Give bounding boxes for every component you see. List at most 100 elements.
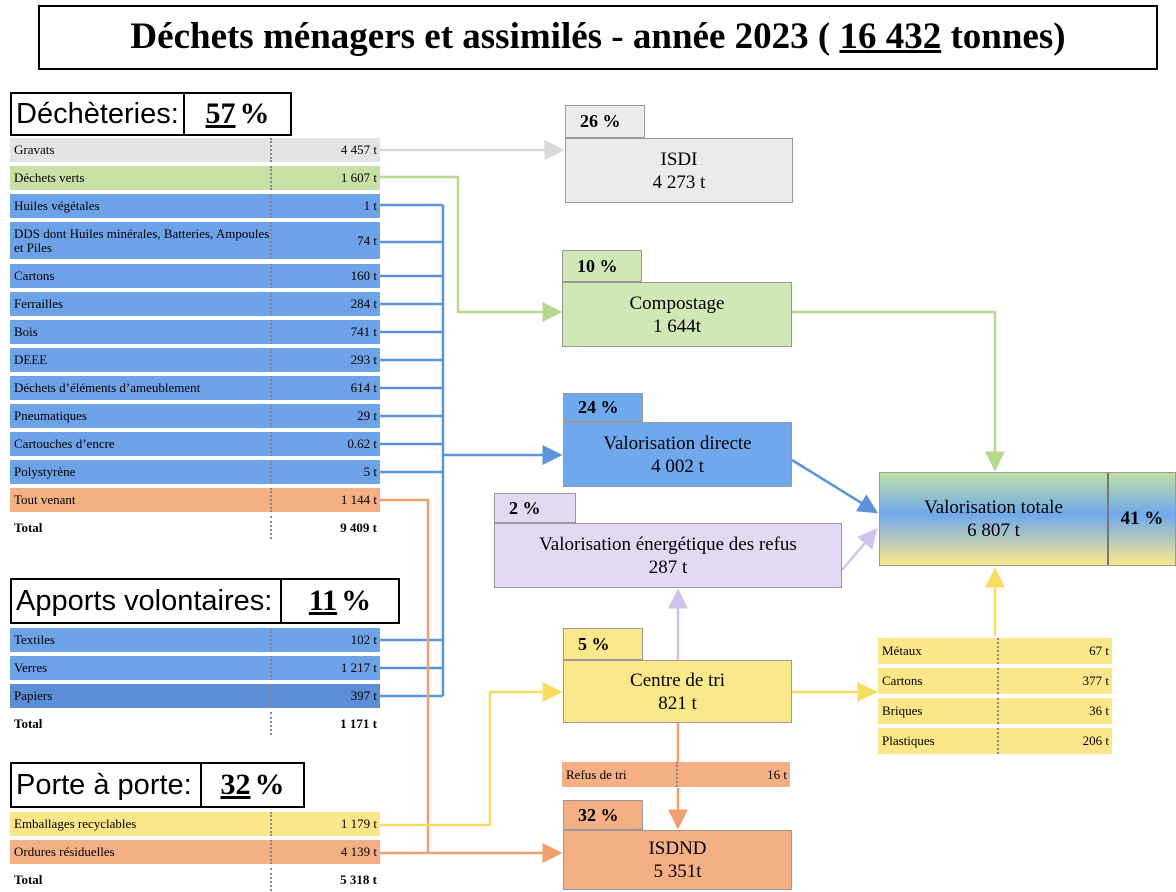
- box-amount: 1 644t: [652, 315, 702, 337]
- table-row: Métaux 67 t: [878, 638, 1112, 665]
- link: [791, 458, 879, 514]
- table-row: Cartons 160 t: [10, 264, 380, 289]
- row-name: Textiles: [14, 632, 55, 647]
- title: Déchets ménagers et assimilés - année 20…: [38, 5, 1158, 70]
- table-row: Tout venant 1 144 t: [10, 488, 380, 513]
- table-row: Ordures résiduelles 4 139 t: [10, 840, 380, 865]
- row-name: Bois: [14, 324, 38, 339]
- box-amount: 821 t: [658, 692, 697, 714]
- section-percent: 11%: [280, 580, 398, 622]
- row-amount: 16 t: [676, 762, 790, 787]
- percent-value: 32: [220, 768, 251, 801]
- table-row: Ferrailles 284 t: [10, 292, 380, 317]
- row-name: Cartons: [882, 673, 923, 688]
- box-label: Valorisation directe: [603, 432, 752, 454]
- row-amount: 1 144 t: [270, 488, 380, 512]
- box-percent: 32 %: [563, 800, 643, 830]
- table-row: Pneumatiques 29 t: [10, 404, 380, 429]
- link: [380, 498, 430, 853]
- row-name: Cartouches d’encre: [14, 436, 115, 451]
- title-text: Déchets ménagers et assimilés - année 20…: [130, 16, 831, 57]
- box-label: Valorisation énergétique des refus: [539, 533, 797, 555]
- box-label: ISDI: [660, 148, 698, 170]
- box: ISDND 5 351t: [563, 830, 792, 890]
- box-percent: 2 %: [494, 493, 576, 523]
- table-row: Emballages recyclables 1 179 t: [10, 812, 380, 837]
- link: [792, 310, 1005, 472]
- table-row: Bois 741 t: [10, 320, 380, 345]
- table-row: Papiers 397 t: [10, 684, 380, 709]
- row-name: Déchets d’éléments d’ameublement: [14, 380, 201, 395]
- table-row: DDS dont Huiles minérales, Batteries, Am…: [10, 222, 380, 260]
- row-amount: 36 t: [997, 698, 1112, 724]
- table-row: Total 5 318 t: [10, 868, 380, 892]
- row-name: Métaux: [882, 643, 922, 658]
- row-amount: 160 t: [270, 264, 380, 288]
- box-amount: 287 t: [648, 556, 688, 578]
- box: ISDI 4 273 t: [565, 138, 793, 203]
- box-percent: 26 %: [565, 105, 645, 138]
- row-name: Gravats: [14, 142, 55, 157]
- section-label: Apports volontaires:: [16, 585, 273, 617]
- row-name: Pneumatiques: [14, 408, 87, 423]
- section-header: Déchèteries: 57%: [10, 92, 292, 136]
- box-percent: 10 %: [562, 250, 642, 282]
- row-amount: 5 318 t: [270, 868, 380, 891]
- section-header: Porte à porte: 32%: [10, 762, 305, 808]
- box-label: Valorisation totale: [924, 497, 1063, 518]
- row-amount: 1 t: [270, 194, 380, 218]
- row-name: Papiers: [14, 688, 53, 703]
- table-row: Gravats 4 457 t: [10, 138, 380, 163]
- table-row: Refus de tri 16 t: [562, 762, 790, 788]
- table-row: Briques 36 t: [878, 698, 1112, 725]
- box-amount: 4 273 t: [652, 171, 706, 193]
- row-amount: 284 t: [270, 292, 380, 316]
- row-amount: 206 t: [997, 728, 1112, 754]
- table-row: Textiles 102 t: [10, 628, 380, 653]
- row-name: Ferrailles: [14, 296, 64, 311]
- table-row: Déchets verts 1 607 t: [10, 166, 380, 191]
- row-amount: 102 t: [270, 628, 380, 652]
- table-row: Total 1 171 t: [10, 712, 380, 736]
- row-amount: 4 139 t: [270, 840, 380, 864]
- row-name: DDS dont Huiles minérales, Batteries, Am…: [14, 225, 270, 255]
- row-amount: 1 607 t: [270, 166, 380, 190]
- row-name: Total: [14, 519, 43, 535]
- row-name: Emballages recyclables: [14, 816, 137, 831]
- row-amount: 741 t: [270, 320, 380, 344]
- table-row: Cartons 377 t: [878, 668, 1112, 695]
- row-amount: 614 t: [270, 376, 380, 400]
- row-name: Refus de tri: [566, 766, 627, 782]
- box-label: ISDND: [648, 838, 707, 859]
- table-row: Total 9 409 t: [10, 516, 380, 540]
- link: [380, 682, 563, 827]
- table-row: Verres 1 217 t: [10, 656, 380, 681]
- total-percent: 41 %: [1120, 508, 1164, 529]
- row-amount: 1 179 t: [270, 812, 380, 836]
- row-name: Total: [14, 871, 43, 887]
- row-amount: 0.62 t: [270, 432, 380, 456]
- row-amount: 397 t: [270, 684, 380, 708]
- row-amount: 1 217 t: [270, 656, 380, 680]
- box-percent: 5 %: [563, 628, 643, 660]
- row-amount: 9 409 t: [270, 516, 380, 539]
- box-amount: 6 807 t: [967, 520, 1020, 541]
- link: [841, 528, 878, 571]
- row-name: Polystyrène: [14, 464, 76, 479]
- box-percent: 24 %: [563, 393, 643, 422]
- box-amount: 4 002 t: [651, 455, 704, 477]
- row-amount: 293 t: [270, 348, 380, 372]
- table-row: Plastiques 206 t: [878, 728, 1112, 755]
- title-text: tonnes): [950, 16, 1066, 57]
- percent-unit: %: [239, 97, 270, 130]
- row-name: Verres: [14, 660, 48, 675]
- valorisation-totale: Valorisation totale 6 807 t 41 %: [879, 472, 1176, 566]
- percent-unit: %: [254, 768, 285, 801]
- section-percent: 57%: [183, 94, 290, 134]
- row-name: Cartons: [14, 268, 55, 283]
- box: Compostage 1 644t: [562, 282, 792, 347]
- total-box: Valorisation totale 6 807 t: [880, 473, 1109, 565]
- row-amount: 5 t: [270, 460, 380, 484]
